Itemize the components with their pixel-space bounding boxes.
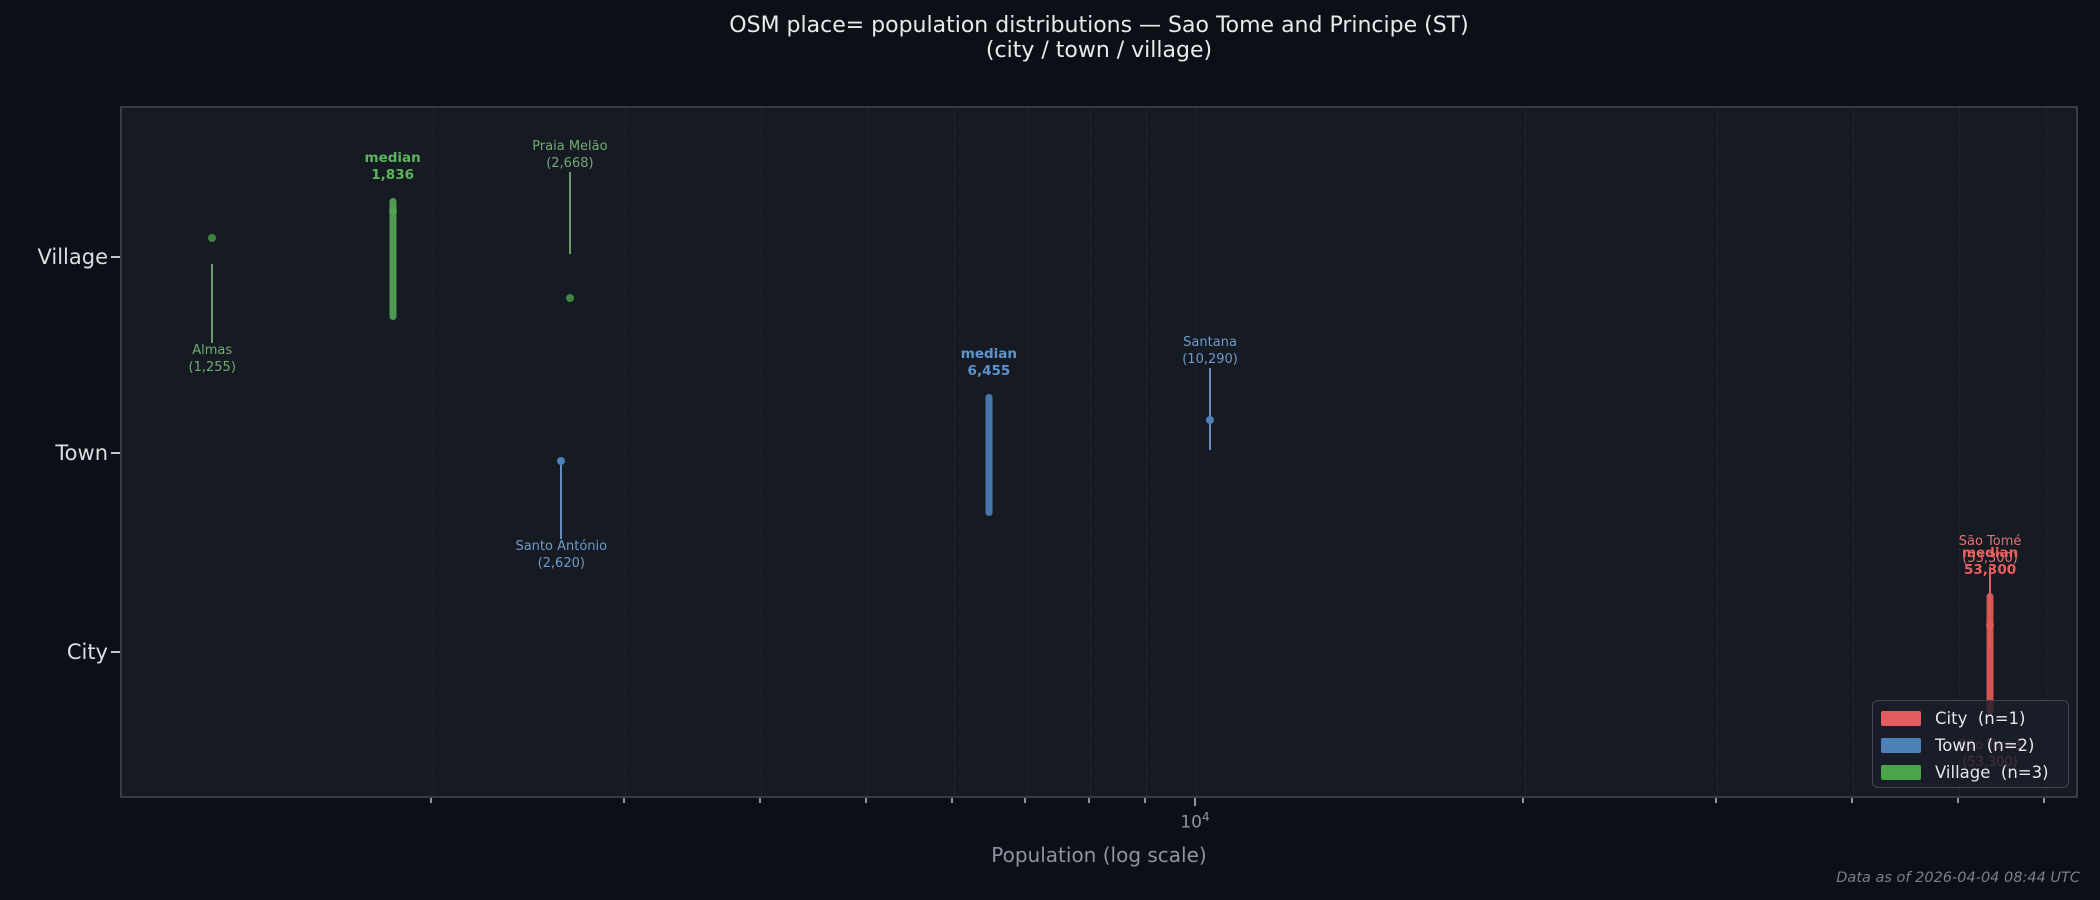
gridline-6000 [953,108,955,796]
data-point-santo-antonio [557,457,566,465]
gridline-20000 [1524,108,1526,796]
data-point-santana [1206,416,1215,424]
gridline-60000 [2045,108,2047,796]
x-tick-6000 [951,798,954,803]
data-as-of-caption: Data as of 2026-04-04 08:44 UTC [1836,870,2080,886]
gridline-50000 [1959,108,1961,796]
legend-item-city: City (n=1) [1873,705,2068,732]
legend-label-village: Village (n=3) [1935,763,2049,782]
gridline-9000 [1146,108,1148,796]
median-line-city [1986,593,1994,715]
x-tick-8000 [1087,798,1090,803]
y-tick-mark-village [111,256,120,258]
legend-label-city: City (n=1) [1935,709,2026,728]
chart-title-line1: OSM place= population distributions — Sa… [729,13,1469,38]
median-label-village: median 1,836 [364,150,421,183]
gridline-3000 [625,108,627,796]
data-point-almas [208,234,217,242]
x-tick-2000 [430,798,433,803]
legend-swatch-town [1881,738,1921,753]
plot-area: Almas (1,255) Praia Melão (2,668) Santo Antó… [120,106,2078,798]
gridline-2000 [432,108,434,796]
x-tick-50000 [1956,798,1959,803]
y-tick-mark-city [111,651,120,653]
x-tick-30000 [1714,798,1717,803]
x-tick-4000 [758,798,761,803]
annotation-santo-antonio: Santo António (2,620) [515,539,608,571]
legend-swatch-city [1881,711,1921,726]
y-tick-label-city: City [66,640,108,664]
gridline-5000 [867,108,869,796]
x-tick-9000 [1143,798,1146,803]
gridline-10000 [1196,108,1197,796]
legend-item-town: Town (n=2) [1873,732,2068,759]
x-axis-label: Population (log scale) [991,843,1207,867]
x-tick-major-10000 [1193,798,1196,806]
annotation-line-santo-antonio [560,460,563,539]
x-tick-20000 [1522,798,1525,803]
x-tick-label-10e4: 104 [1180,810,1210,833]
legend-swatch-village [1881,765,1921,780]
gridline-30000 [1717,108,1719,796]
x-tick-5000 [864,798,867,803]
median-label-town: median 6,455 [960,346,1018,379]
x-tick-3000 [622,798,625,803]
median-line-town [985,394,993,516]
annotation-line-praia-melao [568,172,571,254]
x-tick-60000 [2043,798,2046,803]
annotation-almas: Almas (1,255) [188,343,236,375]
annotation-praia-melao: Praia Melão (2,668) [532,139,608,171]
median-label-city: median 53,300 [1961,545,2019,578]
y-tick-mark-town [111,452,120,454]
y-tick-label-town: Town [55,441,108,465]
chart-title-line2: (city / town / village) [985,38,1213,63]
gridline-40000 [1853,108,1855,796]
legend-label-town: Town (n=2) [1935,736,2035,755]
gridline-4000 [761,108,763,796]
x-tick-7000 [1024,798,1027,803]
gridline-8000 [1090,108,1092,796]
legend: City (n=1) Town (n=2) Village (n=3) [1872,700,2069,788]
chart-title: OSM place= population distributions — Sa… [120,13,2078,63]
x-tick-40000 [1850,798,1853,803]
annotation-line-santana [1209,368,1212,450]
annotation-line-almas [211,264,214,343]
annotation-santana: Santana (10,290) [1182,335,1238,367]
gridline-7000 [1026,108,1028,796]
annotation-sao-tome: São Tomé (53,300) [1958,534,2022,566]
median-line-village [389,198,397,320]
data-point-praia-melao [565,294,574,302]
legend-item-village: Village (n=3) [1873,759,2068,786]
y-tick-label-village: Village [37,245,108,269]
